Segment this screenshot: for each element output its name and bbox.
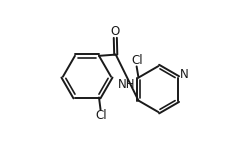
- Text: Cl: Cl: [96, 109, 107, 122]
- Text: Cl: Cl: [132, 54, 143, 67]
- Text: N: N: [180, 68, 189, 81]
- Text: NH: NH: [118, 78, 135, 91]
- Text: O: O: [111, 25, 120, 38]
